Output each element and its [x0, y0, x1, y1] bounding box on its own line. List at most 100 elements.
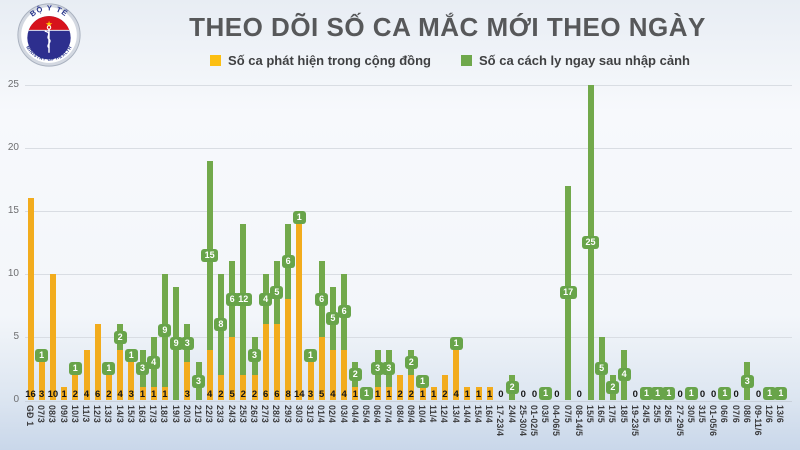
community-value-label: 2: [442, 389, 448, 400]
y-tick-label: 10: [7, 268, 19, 279]
community-value-label: 14: [294, 389, 305, 400]
community-value-label: 2: [251, 389, 258, 400]
community-value-label: 0: [699, 389, 706, 400]
legend-swatch-community-icon: [210, 55, 222, 66]
bar-community: [83, 349, 90, 400]
x-tick-label: 08/4: [394, 405, 405, 423]
community-value-label: 1: [464, 389, 470, 400]
x-tick-label: 31/5: [697, 405, 707, 423]
x-tick-label: 17/5: [607, 405, 618, 423]
x-tick-label: 01/4: [316, 405, 327, 423]
bar-community: [262, 324, 269, 400]
x-tick-label: 23/3: [215, 405, 226, 423]
bar-community: [397, 374, 404, 400]
x-tick-label: 04-06/5: [551, 405, 562, 437]
community-value-label: 0: [733, 389, 739, 400]
community-value-label: 2: [397, 389, 403, 400]
community-value-label: 0: [576, 389, 582, 400]
x-tick-label: 09-11/6: [753, 405, 763, 436]
quarantine-value-badge: 1: [124, 349, 138, 363]
quarantine-value-badge: 2: [113, 330, 127, 344]
quarantine-value-badge: 15: [201, 248, 219, 262]
community-value-label: 6: [263, 389, 269, 400]
x-tick-label: 12/6: [764, 405, 775, 423]
quarantine-value-badge: 1: [718, 387, 732, 401]
quarantine-value-badge: 5: [270, 286, 284, 300]
x-tick-label: 05/4: [361, 405, 371, 423]
community-value-label: 3: [39, 389, 45, 400]
y-tick-label: 0: [13, 394, 19, 405]
x-tick-label: 09/3: [58, 405, 69, 423]
x-tick-label: 07/5: [562, 405, 573, 423]
quarantine-value-badge: 1: [416, 374, 429, 388]
quarantine-value-badge: 5: [595, 362, 609, 375]
community-value-label: 3: [128, 389, 134, 400]
gridline: [25, 337, 792, 338]
x-tick-label: 17/3: [148, 405, 159, 423]
x-tick-label: 08/6: [741, 405, 752, 423]
quarantine-value-badge: 1: [449, 336, 463, 350]
x-tick-label: 24/5: [641, 405, 651, 423]
x-tick-label: 20/3: [181, 405, 192, 423]
x-tick-label: 10/3: [69, 405, 80, 423]
bar-community: [38, 362, 45, 400]
quarantine-value-badge: 4: [147, 355, 161, 369]
x-tick-label: 03/5: [540, 405, 551, 423]
quarantine-value-badge: 3: [371, 362, 385, 375]
x-tick-label: 10/4: [417, 405, 427, 423]
community-value-label: 5: [229, 389, 235, 400]
bar-community: [27, 198, 34, 400]
community-value-label: 8: [285, 389, 291, 400]
quarantine-value-badge: 17: [559, 286, 577, 300]
quarantine-value-badge: 1: [102, 362, 116, 375]
quarantine-value-badge: 2: [348, 368, 362, 382]
y-tick-label: 5: [13, 331, 19, 342]
x-tick-label: 27-29/5: [674, 405, 685, 437]
x-tick-label: 15/5: [585, 405, 595, 423]
x-tick-label: 31/3: [305, 405, 315, 423]
x-tick-label: 07/3: [36, 405, 47, 423]
x-tick-label: 06/4: [372, 405, 383, 423]
community-value-label: 4: [341, 389, 347, 400]
x-tick-label: 02/4: [327, 405, 338, 423]
community-value-label: 3: [184, 389, 190, 400]
quarantine-value-badge: 1: [763, 387, 777, 401]
bar-community: [307, 362, 314, 400]
x-tick-label: 21/3: [193, 405, 203, 423]
logo-graphic: ★ BỘ Y TẾ MINISTRY OF HEALTH: [17, 3, 81, 67]
quarantine-value-badge: 2: [505, 380, 519, 394]
quarantine-value-badge: 1: [651, 387, 665, 401]
quarantine-value-badge: 6: [315, 292, 329, 306]
community-value-label: 2: [218, 389, 224, 400]
bar-community: [206, 349, 213, 400]
x-tick-label: 11/4: [428, 405, 439, 423]
bar-community: [49, 274, 56, 400]
community-value-label: 1: [162, 389, 168, 400]
community-value-label: 2: [408, 389, 414, 400]
community-value-label: 4: [83, 389, 90, 400]
svg-text:BỘ Y TẾ: BỘ Y TẾ: [28, 3, 70, 18]
quarantine-value-badge: 3: [136, 362, 149, 375]
gridline: [25, 148, 792, 149]
bar-community: [408, 374, 415, 400]
x-tick-label: 27/3: [260, 405, 271, 423]
community-value-label: 3: [307, 389, 314, 400]
quarantine-value-badge: 4: [259, 292, 273, 306]
x-tick-label: 12/4: [439, 405, 450, 423]
community-value-label: 0: [520, 389, 526, 400]
x-tick-label: 07/4: [383, 405, 394, 423]
x-tick-label: 06/6: [719, 405, 730, 423]
community-value-label: 1: [431, 389, 437, 400]
x-tick-label: 08/3: [47, 405, 58, 423]
y-tick-label: 25: [7, 79, 19, 90]
bar-community: [150, 387, 157, 400]
legend-item-quarantine: Số ca cách ly ngay sau nhập cảnh: [460, 53, 690, 68]
community-value-label: 0: [632, 389, 638, 400]
bar-community: [352, 387, 359, 400]
quarantine-value-badge: 2: [404, 355, 418, 369]
community-value-label: 1: [352, 389, 358, 400]
x-tick-label: 14/4: [461, 405, 472, 423]
community-value-label: 0: [755, 389, 762, 400]
